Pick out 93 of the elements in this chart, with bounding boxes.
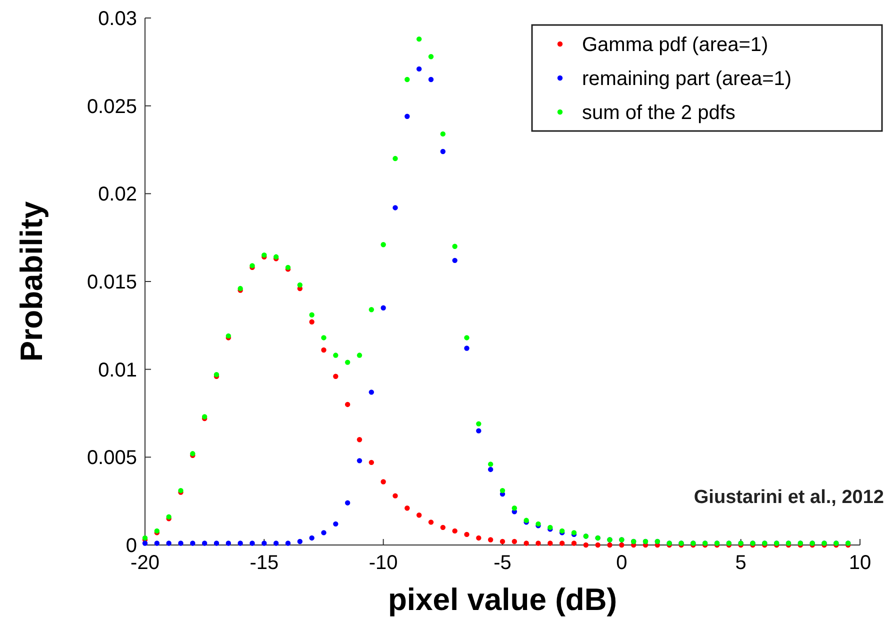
point: [392, 493, 398, 498]
point: [226, 540, 232, 546]
point: [440, 148, 446, 154]
point: [428, 520, 434, 525]
point: [285, 540, 291, 546]
point: [380, 305, 386, 310]
point: [333, 352, 338, 358]
y-tick-label: 0.015: [86, 272, 137, 294]
point: [356, 458, 362, 464]
point: [321, 530, 326, 536]
point: [440, 524, 446, 530]
y-tick-label: 0.01: [98, 359, 137, 382]
x-tick-label: -5: [494, 552, 512, 574]
point: [488, 466, 494, 472]
point: [428, 54, 434, 60]
x-tick-label: -15: [250, 552, 279, 574]
x-tick-label: 5: [735, 552, 746, 574]
point: [344, 402, 350, 408]
point: [512, 506, 518, 511]
point: [536, 540, 541, 546]
point: [583, 542, 589, 548]
point: [476, 428, 482, 434]
point: [178, 540, 184, 546]
point: [416, 512, 422, 518]
x-tick-label: -10: [368, 552, 398, 574]
point: [404, 76, 410, 82]
point: [297, 282, 303, 288]
point: [404, 114, 410, 119]
point: [392, 205, 398, 210]
point: [440, 131, 446, 137]
annotation: Giustarini et al., 2012: [694, 487, 884, 508]
point: [380, 242, 386, 248]
point: [214, 540, 220, 546]
point: [464, 335, 470, 340]
legend-label: Gamma pdf (area=1): [582, 34, 768, 56]
y-tick-label: 0.02: [98, 184, 137, 206]
point: [607, 542, 612, 548]
point: [190, 540, 196, 546]
point: [524, 540, 529, 546]
point: [333, 521, 338, 527]
point: [512, 538, 518, 544]
point: [297, 538, 303, 544]
point: [202, 540, 208, 546]
y-tick-label: 0.005: [86, 447, 137, 470]
point: [333, 374, 338, 379]
point: [464, 346, 470, 351]
point: [488, 537, 494, 542]
y-tick-label: 0.025: [86, 96, 137, 118]
point: [309, 312, 314, 318]
point: [452, 528, 458, 534]
point: [309, 319, 314, 324]
point: [356, 437, 362, 442]
point: [428, 76, 434, 82]
point: [548, 540, 553, 546]
point: [321, 347, 326, 353]
point: [488, 462, 494, 467]
point: [595, 542, 600, 548]
point: [154, 540, 160, 546]
point: [464, 532, 470, 538]
point: [416, 66, 422, 72]
point: [500, 538, 506, 544]
point: [309, 535, 314, 541]
point: [404, 506, 410, 511]
point: [250, 540, 255, 546]
point: [619, 542, 624, 548]
point: [368, 460, 374, 466]
point: [321, 335, 326, 340]
point: [166, 540, 172, 546]
point: [452, 244, 458, 249]
x-tick-label: 10: [848, 552, 872, 574]
point: [500, 488, 506, 494]
legend-label: sum of the 2 pdfs: [582, 102, 736, 124]
point: [476, 421, 482, 426]
point: [571, 540, 577, 546]
point: [380, 479, 386, 484]
x-axis-title: pixel value (dB): [388, 582, 618, 617]
point: [142, 540, 148, 546]
x-tick-label: 0: [616, 552, 628, 574]
y-axis-title: Probability: [14, 200, 49, 362]
point: [452, 258, 458, 264]
y-tick-label: 0.03: [98, 8, 137, 30]
point: [238, 540, 243, 546]
point: [344, 360, 350, 365]
point: [273, 540, 279, 546]
point: [476, 535, 482, 541]
point: [559, 540, 565, 546]
legend-label: remaining part (area=1): [582, 68, 792, 90]
point: [368, 390, 374, 395]
point: [392, 156, 398, 162]
point: [356, 352, 362, 358]
point: [368, 307, 374, 312]
point: [344, 500, 350, 506]
point: [416, 36, 422, 42]
